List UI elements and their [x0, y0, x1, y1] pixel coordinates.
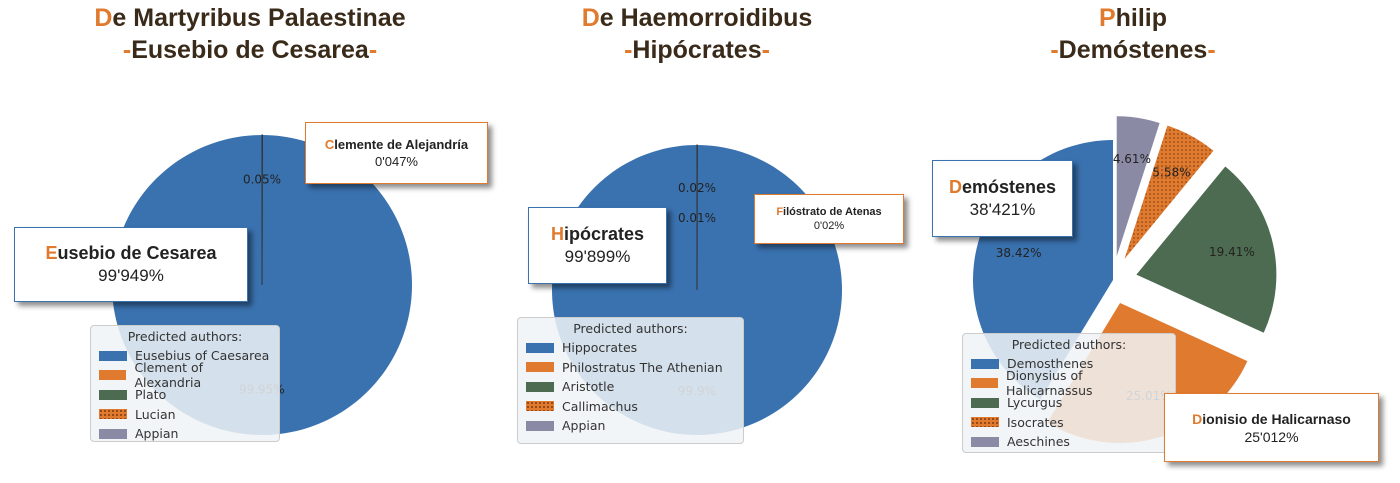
annotation-text: 0'047% — [375, 154, 418, 169]
legend-label: Appian — [562, 418, 606, 434]
legend-swatch — [526, 362, 554, 373]
annotation: Dionisio de Halicarnaso 25'012% — [1164, 393, 1379, 462]
legend-swatch — [99, 428, 127, 439]
legend-label: Eusebius of Caesarea — [135, 348, 270, 364]
legend-swatch — [971, 397, 999, 408]
legend-label: Aeschines — [1007, 434, 1070, 450]
legend-label: Callimachus — [562, 398, 638, 414]
chart-title: Philip — [1098, 4, 1168, 32]
annotation-title: Clemente de Alejandría — [324, 137, 469, 152]
legend-entry: Lycurgus — [971, 393, 1167, 413]
value-label: 5.58% — [1152, 165, 1190, 179]
legend-swatch — [971, 436, 999, 447]
legend-label: Isocrates — [1007, 414, 1064, 430]
legend-swatch — [526, 401, 554, 412]
pie-slice — [1116, 116, 1160, 257]
annotation: Filóstrato de Atenas 0'02% — [754, 194, 904, 244]
chart-subtitle: -Eusebio de Cesarea- — [122, 36, 378, 64]
legend-entry: Philostratus The Athenian — [526, 358, 735, 378]
value-label: 19.41% — [1209, 245, 1255, 259]
legend-label: Lucian — [135, 406, 176, 422]
legend-swatch — [99, 409, 127, 420]
pie-slice — [1124, 125, 1214, 259]
chart-subtitle: -Hipócrates- — [624, 36, 770, 64]
value-label: 38.42% — [996, 246, 1042, 260]
legend-title: Predicted authors: — [1011, 337, 1127, 352]
legend-entry: Isocrates — [971, 413, 1167, 433]
legend-label: Dionysius of Halicarnassus — [1006, 368, 1093, 399]
legend-entry: Aeschines — [971, 432, 1167, 452]
legend-label: Lycurgus — [1007, 395, 1063, 411]
chart-title: De Martyribus Palaestinae — [94, 4, 406, 32]
legend: Predicted authors: Hippocrates Philostratu… — [517, 317, 744, 444]
legend-entry: Clement of Alexandria — [99, 360, 271, 390]
chart-title: De Haemorroidibus — [581, 4, 813, 32]
annotation-text: 25'012% — [1244, 428, 1299, 445]
legend-entry: Demosthenes — [971, 354, 1167, 374]
legend-swatch — [526, 342, 554, 353]
annotation-text: 38'421% — [969, 200, 1036, 219]
value-label: 4.61% — [1113, 152, 1151, 166]
legend-title: Predicted authors: — [573, 321, 688, 336]
legend-label: Hippocrates — [562, 340, 638, 356]
legend-swatch — [526, 420, 554, 431]
legend-label: Appian — [135, 426, 179, 442]
annotation: Demóstenes 38'421% — [932, 160, 1073, 237]
legend-label: Philostratus The Athenian — [562, 359, 723, 375]
annotation-title: Filóstrato de Atenas — [776, 206, 882, 218]
annotation: Hipócrates 99'899% — [528, 207, 667, 284]
legend-entry: Appian — [526, 416, 735, 436]
annotation-text: 0'02% — [813, 220, 845, 232]
legend-swatch — [99, 389, 127, 400]
legend-swatch — [971, 378, 998, 389]
annotation-title: Eusebio de Cesarea — [45, 243, 217, 263]
legend-entry: Appian — [99, 424, 271, 444]
legend-swatch — [971, 358, 999, 369]
annotation: Eusebio de Cesarea 99'949% — [14, 227, 248, 302]
legend-entry: Eusebius of Caesarea — [99, 346, 271, 366]
pie-slice — [1136, 166, 1277, 333]
legend-entry: Aristotle — [526, 377, 735, 397]
legend-title: Predicted authors: — [127, 329, 243, 344]
annotation-text: 99'899% — [564, 247, 631, 266]
annotation-text: 99'949% — [98, 266, 164, 285]
legend-entry: Callimachus — [526, 397, 735, 417]
legend: Predicted authors: Eusebius of Caesarea Cl… — [90, 325, 280, 442]
legend-label: Demosthenes — [1007, 356, 1094, 372]
legend-label: Aristotle — [562, 379, 615, 395]
chart-subtitle: -Demóstenes- — [1050, 36, 1216, 64]
annotation-title: Demóstenes — [948, 177, 1057, 197]
legend-entry: Lucian — [99, 405, 271, 425]
legend-label: Clement of Alexandria — [134, 360, 204, 391]
legend-swatch — [99, 370, 127, 381]
legend-entry: Plato — [99, 385, 271, 405]
legend-swatch — [99, 350, 127, 361]
value-label: 0.01% — [678, 211, 716, 225]
annotation-title: Hipócrates — [550, 224, 645, 244]
legend-entry: Hippocrates — [526, 338, 735, 358]
legend-entry: Dionysius of Halicarnassus — [971, 368, 1167, 398]
legend-label: Plato — [135, 387, 167, 403]
legend-swatch — [971, 417, 999, 428]
annotation-title: Dionisio de Halicarnaso — [1192, 410, 1351, 427]
legend-swatch — [526, 381, 554, 392]
annotation: Clemente de Alejandría 0'047% — [305, 122, 488, 184]
value-label: 0.05% — [243, 173, 281, 187]
legend: Predicted authors: Demosthenes Dionysius o… — [962, 333, 1176, 453]
